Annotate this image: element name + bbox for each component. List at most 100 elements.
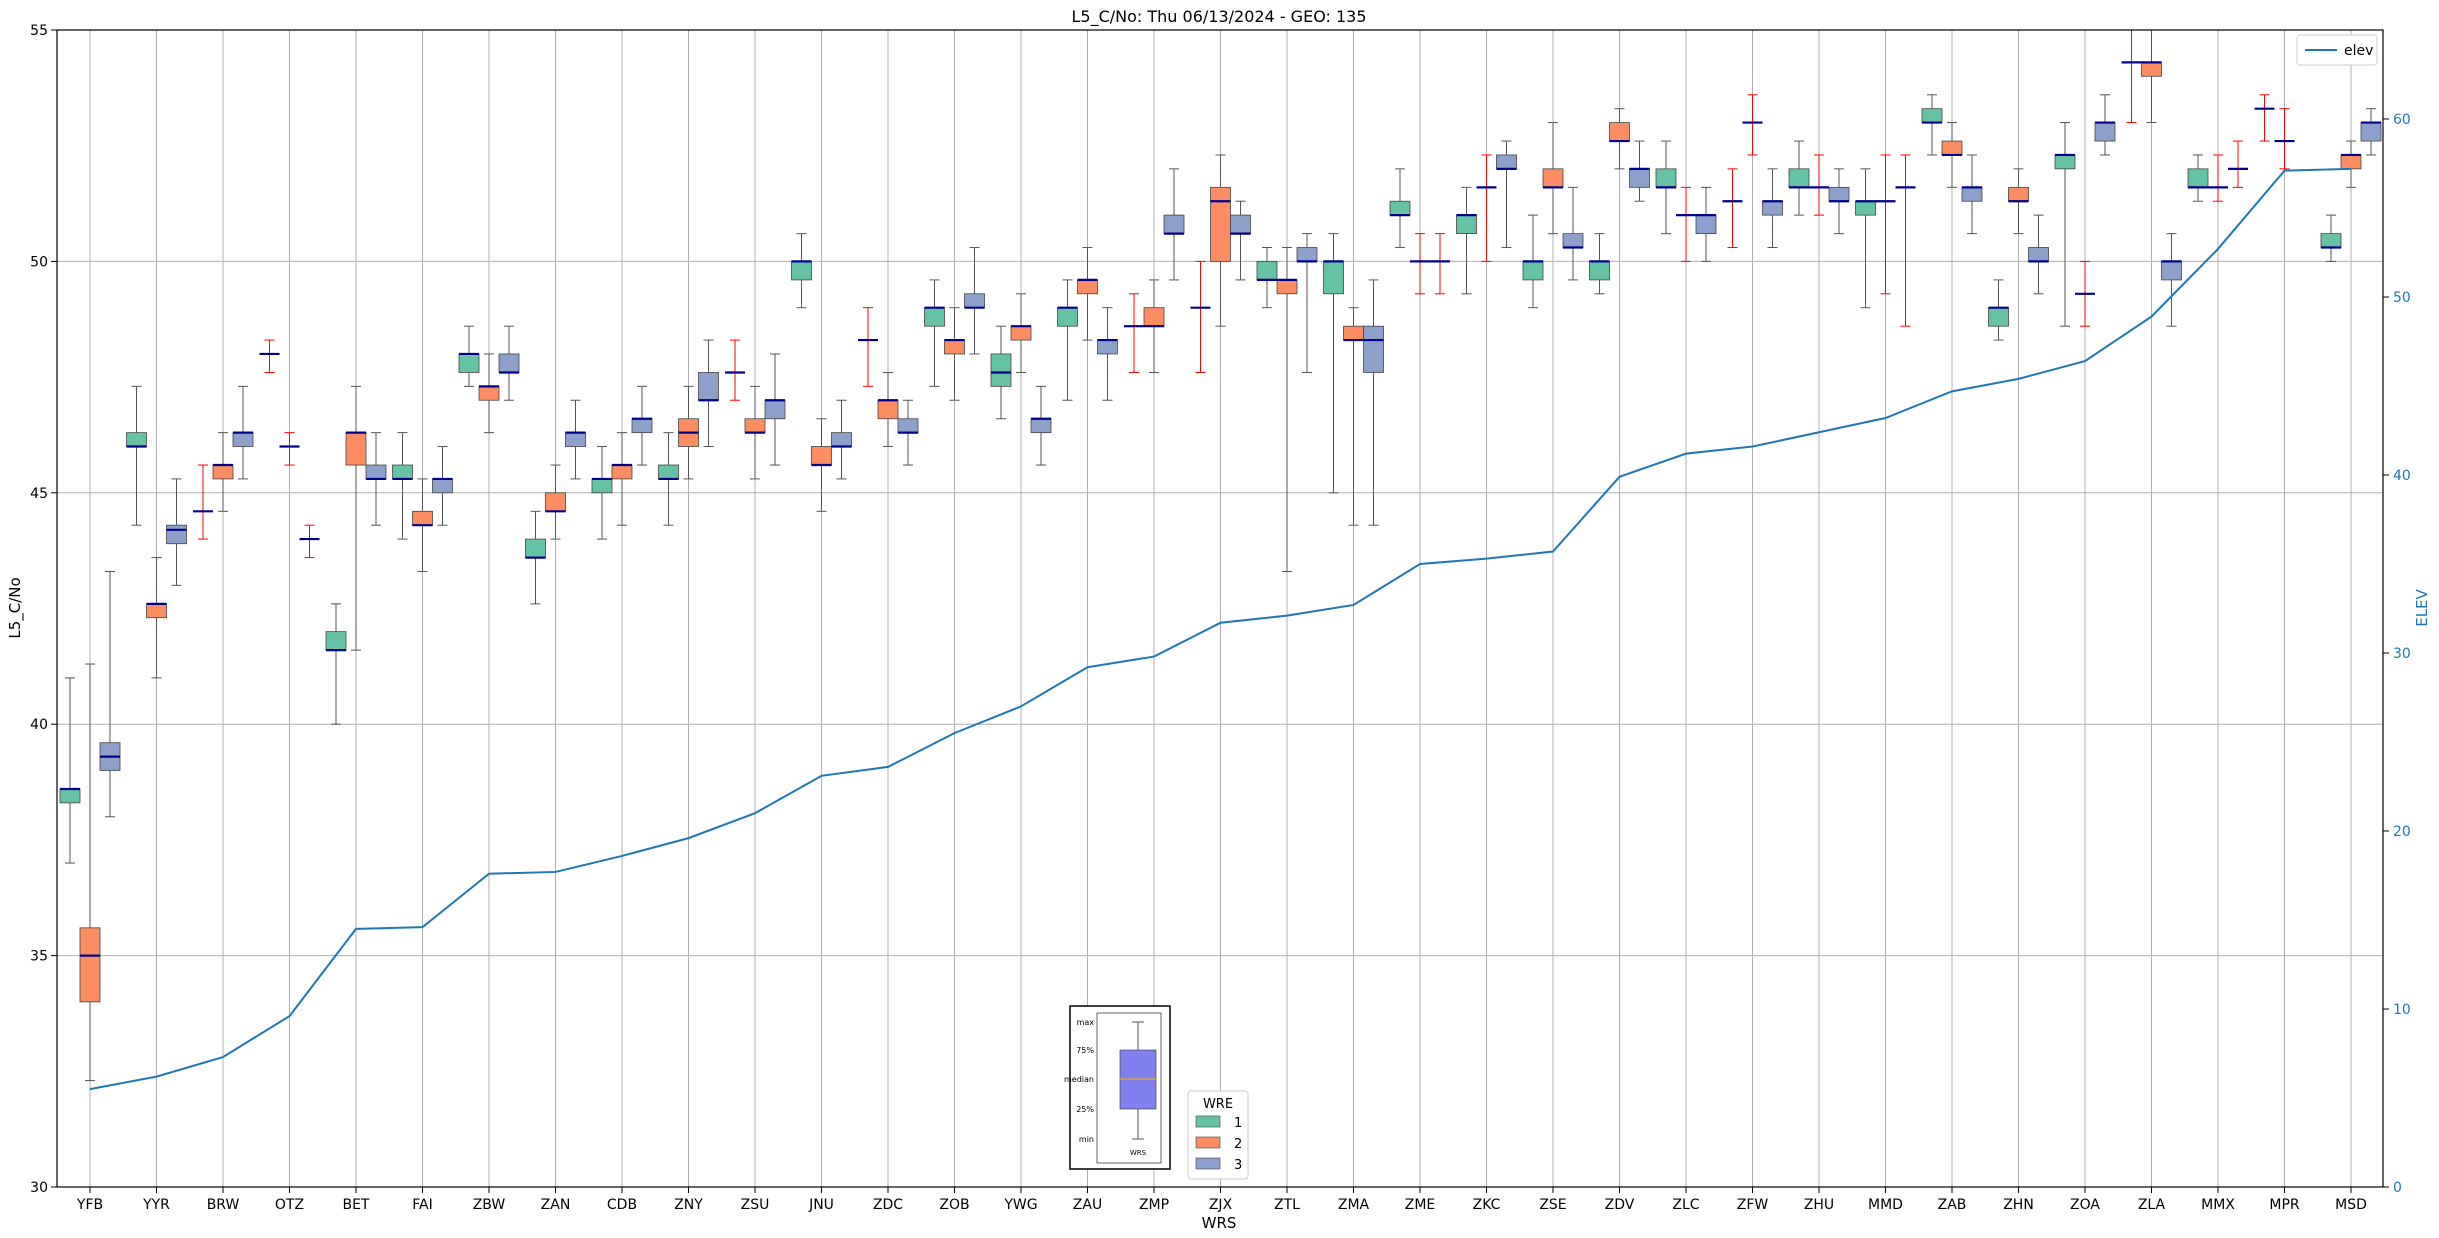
box-ZOA-wre2 (2075, 260, 2095, 327)
box-ZHU-wre1 (1788, 140, 1810, 216)
box-YFB-wre2 (79, 663, 101, 1082)
wre-legend-item: 2 (1234, 1137, 1242, 1152)
x-tick-label: BET (342, 1197, 369, 1213)
x-tick-label: ZOA (2070, 1197, 2100, 1213)
box-iqr (1163, 214, 1185, 235)
y2-tick-label: 30 (2393, 646, 2411, 662)
x-tick-label: ZFW (1737, 1197, 1769, 1213)
box-iqr (897, 418, 919, 434)
y-tick-label: 30 (30, 1180, 48, 1196)
box-ZOB-wre3 (964, 247, 985, 355)
box-iqr (1855, 200, 1876, 216)
box-JNU-wre2 (811, 418, 832, 512)
box-ZHU-wre3 (1828, 168, 1850, 235)
x-tick-label: ZTL (1274, 1197, 1300, 1213)
box-ZSU-wre3 (764, 353, 786, 466)
box-iqr (525, 538, 546, 558)
box-BRW-wre1 (193, 464, 213, 540)
box-YWG-wre1 (990, 325, 1012, 420)
box-iqr (2360, 122, 2382, 142)
box-ZBW-wre1 (458, 325, 480, 387)
box-iqr (744, 418, 766, 434)
box-ZFW-wre3 (1762, 168, 1783, 249)
box-ZSU-wre2 (744, 385, 766, 480)
box-iqr (126, 432, 147, 447)
y2-tick-label: 60 (2393, 112, 2411, 128)
box-iqr (1542, 168, 1564, 188)
box-iqr (1343, 325, 1364, 341)
x-tick-label: MMD (1868, 1197, 1903, 1213)
box-ZAU-wre2 (1077, 247, 1098, 341)
box-iqr (2320, 233, 2342, 248)
box-ZSU-wre1 (725, 339, 745, 401)
box-iqr (811, 446, 832, 466)
box-ZDC-wre2 (877, 371, 899, 448)
box-iqr (1589, 260, 1610, 281)
box-iqr (212, 464, 234, 480)
box-iqr (166, 524, 187, 545)
y2-tick-label: 50 (2393, 290, 2411, 306)
box-iqr (1389, 200, 1411, 216)
box-iqr (325, 631, 347, 651)
x-tick-label: ZHU (1804, 1197, 1834, 1213)
box-ZMA-wre1 (1323, 233, 1344, 494)
wre-legend-item: 1 (1234, 1116, 1242, 1131)
box-iqr (1010, 325, 1032, 341)
wre-legend-swatch (1195, 1136, 1221, 1149)
box-BRW-wre2 (212, 432, 234, 512)
x-tick-label: ZAU (1073, 1197, 1102, 1213)
x-tick-label: ZHN (2003, 1197, 2034, 1213)
x-tick-label: MSD (2335, 1197, 2367, 1213)
box-iqr (2161, 260, 2182, 281)
box-iqr (1921, 108, 1943, 123)
box-ZMA-wre2 (1343, 307, 1364, 526)
box-iqr (1456, 214, 1477, 235)
x-tick-label: ZJX (1209, 1197, 1233, 1213)
box-iqr (1363, 325, 1384, 373)
box-MMD-wre3 (1895, 154, 1916, 327)
box-BET-wre2 (345, 385, 367, 651)
box-ZLA-wre1 (2121, 29, 2142, 124)
box-iqr (1695, 214, 1717, 235)
box-iqr (791, 260, 812, 281)
box-ZDC-wre3 (897, 399, 919, 466)
box-BET-wre3 (365, 432, 387, 526)
inset-label: 25% (1076, 1105, 1094, 1114)
box-iqr (764, 399, 786, 420)
box-ZFW-wre2 (1742, 94, 1763, 156)
box-ZJX-wre1 (1190, 260, 1211, 373)
box-iqr (1256, 260, 1278, 281)
chart-title: L5_C/No: Thu 06/13/2024 - GEO: 135 (1071, 7, 1366, 27)
box-iqr (2008, 186, 2029, 202)
x-tick-label: YYR (142, 1197, 170, 1213)
box-ZNY-wre2 (678, 385, 699, 480)
box-ZMA-wre3 (1363, 279, 1384, 526)
y-tick-label: 40 (30, 717, 48, 733)
box-plots (59, 29, 2382, 1082)
box-iqr (79, 927, 101, 1003)
box-MMX-wre3 (2228, 140, 2248, 188)
inset-label: 75% (1076, 1046, 1094, 1055)
box-ZAB-wre1 (1921, 94, 1943, 156)
box-ZAB-wre3 (1961, 154, 1983, 235)
box-MSD-wre3 (2360, 108, 2382, 156)
wre-legend-item: 3 (1234, 1158, 1242, 1173)
box-ZAB-wre2 (1941, 122, 1963, 188)
box-JNU-wre1 (791, 233, 812, 309)
box-MMX-wre2 (2208, 154, 2228, 202)
x-tick-label: ZME (1405, 1197, 1436, 1213)
box-iqr (2340, 154, 2362, 170)
box-iqr (591, 478, 613, 494)
x-tick-label: ZKC (1473, 1197, 1501, 1213)
x-tick-label: ZOB (939, 1197, 969, 1213)
box-ZHN-wre1 (1988, 279, 2009, 341)
box-iqr (631, 418, 653, 434)
x-tick-label: MPR (2269, 1197, 2300, 1213)
box-MPR-wre2 (2274, 108, 2295, 170)
y2-tick-label: 40 (2393, 468, 2411, 484)
x-axis-label: WRS (1202, 1214, 1237, 1232)
box-iqr (1097, 339, 1118, 355)
box-YFB-wre3 (99, 570, 121, 818)
box-YWG-wre3 (1030, 385, 1052, 466)
